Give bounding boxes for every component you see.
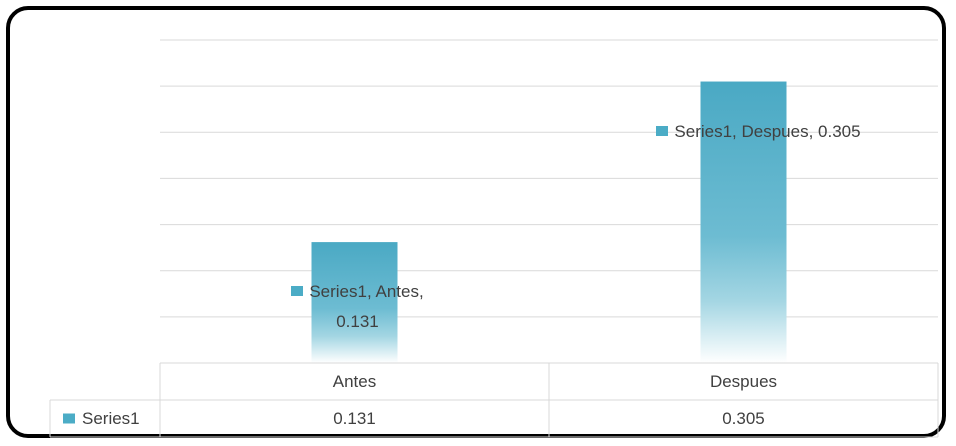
chart-frame [6,6,946,438]
x-tick-label: Despues [710,372,777,391]
legend-label: Series1 [82,409,140,428]
table-value: 0.131 [333,409,376,428]
legend-key [63,413,75,424]
bar [311,242,398,363]
data-label: Series1, Antes, 0.131 [269,277,447,337]
bar [700,81,787,364]
data-label-text: Series1, Antes, 0.131 [309,282,424,332]
table-value: 0.305 [722,409,765,428]
data-label-key [656,125,669,136]
data-label-key [291,286,304,297]
data-label: Series1, Despues, 0.305 [645,117,873,147]
x-tick-label: Antes [333,372,376,391]
data-label-text: Series1, Despues, 0.305 [674,121,861,141]
